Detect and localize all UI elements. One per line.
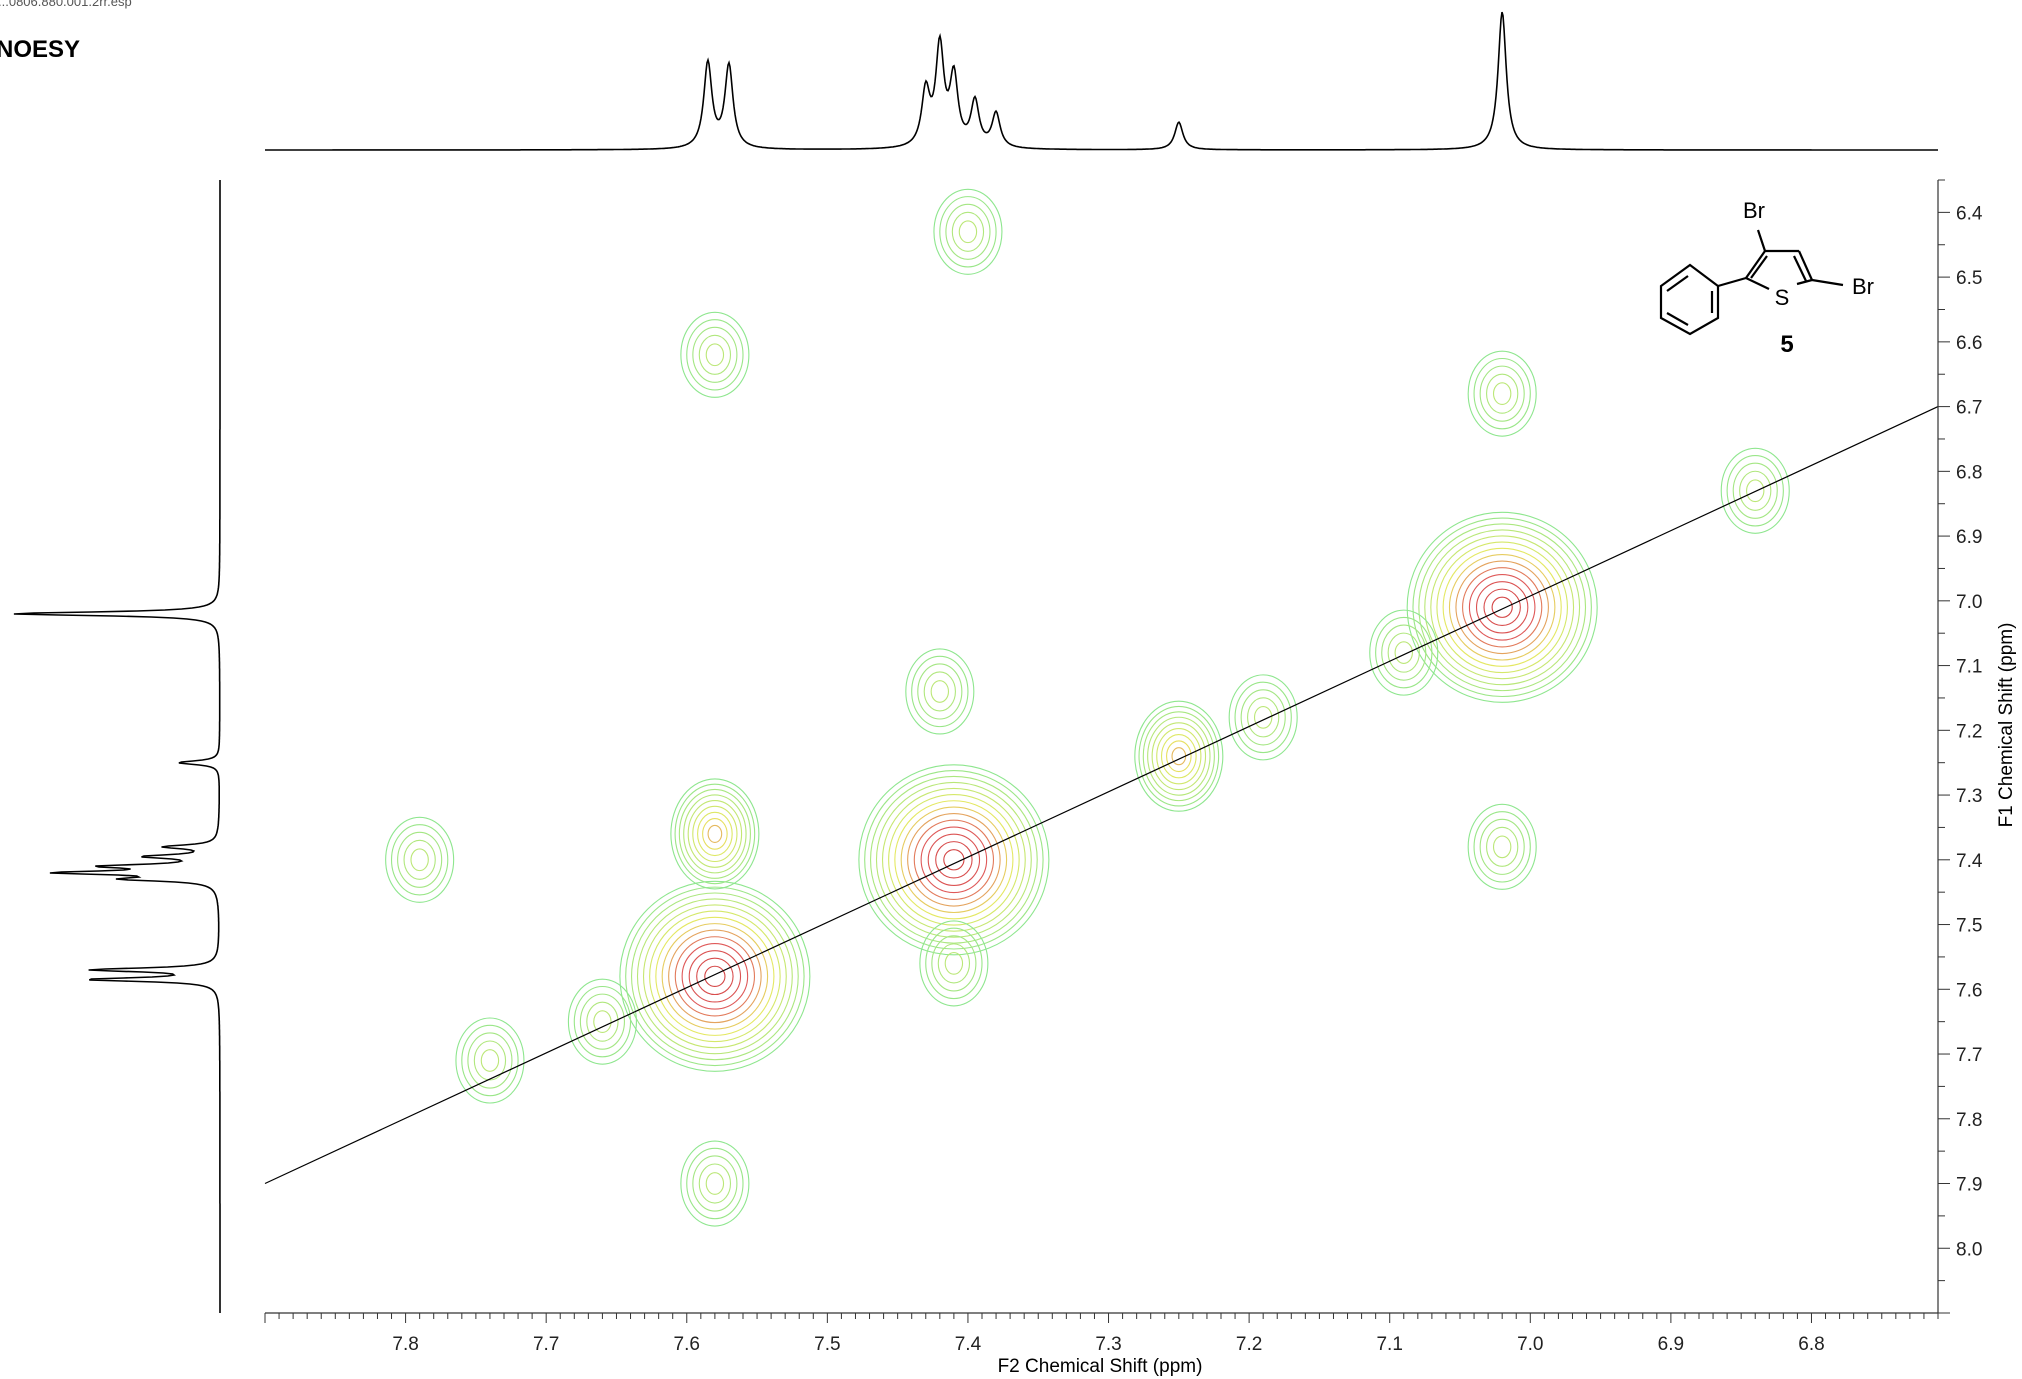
y-tick-label: 7.5 bbox=[1956, 916, 1982, 937]
y-tick-label: 7.9 bbox=[1956, 1175, 1982, 1196]
sulfur-label: S bbox=[1775, 285, 1790, 310]
cross-peak bbox=[1467, 803, 1537, 890]
x-tick-label: 7.7 bbox=[533, 1334, 559, 1355]
cross-peak bbox=[680, 1140, 750, 1227]
x-tick-label: 7.1 bbox=[1376, 1334, 1402, 1355]
x-tick-label: 7.5 bbox=[814, 1334, 840, 1355]
molecule-structure: Br Br S 5 bbox=[1659, 198, 1874, 358]
cross-peak bbox=[385, 816, 455, 903]
x-axis-title: F2 Chemical Shift (ppm) bbox=[998, 1356, 1203, 1377]
f2-projection-spectrum bbox=[265, 11, 1938, 151]
bromine-label-right: Br bbox=[1852, 274, 1874, 299]
x-tick-label: 7.4 bbox=[955, 1334, 982, 1355]
y-tick-label: 7.6 bbox=[1956, 980, 1982, 1001]
x-tick-label: 6.9 bbox=[1658, 1334, 1684, 1355]
x-tick-label: 7.0 bbox=[1517, 1334, 1543, 1355]
cross-peak bbox=[670, 778, 760, 890]
x-tick-label: 7.2 bbox=[1236, 1334, 1262, 1355]
f1-projection-trace bbox=[13, 180, 221, 1313]
x-tick-label: 7.3 bbox=[1095, 1334, 1121, 1355]
x-tick-label: 6.8 bbox=[1798, 1334, 1824, 1355]
y-tick-label: 6.7 bbox=[1956, 398, 1982, 419]
y-tick-label: 7.2 bbox=[1956, 721, 1982, 742]
diagonal-line bbox=[264, 406, 1939, 1185]
cross-peak bbox=[455, 1017, 525, 1104]
x-tick-label: 7.6 bbox=[674, 1334, 700, 1355]
diagonal-peak bbox=[858, 764, 1050, 956]
compound-number: 5 bbox=[1780, 331, 1793, 358]
cross-peak bbox=[567, 978, 637, 1065]
x-axis: 7.8 7.7 7.6 7.5 7.4 7.3 7.2 7.1 7.0 6.9 6.8 bbox=[264, 1312, 1939, 1355]
diagonal-peak bbox=[1134, 700, 1224, 812]
cross-peak bbox=[1228, 674, 1298, 761]
y-tick-label: 6.5 bbox=[1956, 268, 1982, 289]
y-tick-label: 7.3 bbox=[1956, 786, 1982, 807]
y-tick-label: 7.4 bbox=[1956, 851, 1983, 872]
cross-peak bbox=[905, 648, 975, 735]
y-tick-label: 6.8 bbox=[1956, 462, 1982, 483]
cross-peak bbox=[1720, 447, 1790, 534]
cross-peak bbox=[1467, 350, 1537, 437]
y-tick-label: 8.0 bbox=[1956, 1239, 1982, 1260]
cross-peak bbox=[933, 188, 1003, 275]
experiment-title: NOESY bbox=[0, 36, 81, 63]
diagonal-peak bbox=[619, 880, 811, 1072]
cross-peak bbox=[1369, 609, 1439, 696]
x-tick-label: 7.8 bbox=[392, 1334, 418, 1355]
y-tick-label: 7.7 bbox=[1956, 1045, 1982, 1066]
y-tick-label: 6.4 bbox=[1956, 203, 1983, 224]
bromine-label-top: Br bbox=[1743, 198, 1765, 223]
file-name: ...0806.880.001.2rr.esp bbox=[0, 0, 132, 9]
y-axis-title: F1 Chemical Shift (ppm) bbox=[1996, 623, 2017, 828]
y-axis: 6.4 6.5 6.6 6.7 6.8 6.9 7.0 7.1 7.2 7.3 7.4 7.5 7.6 7… bbox=[1937, 179, 1983, 1314]
cross-peak bbox=[680, 311, 750, 398]
y-tick-label: 6.9 bbox=[1956, 527, 1982, 548]
f2-projection-trace bbox=[265, 11, 1938, 151]
diagonal-peak bbox=[1406, 511, 1598, 703]
contour-plot-area bbox=[385, 188, 1790, 1227]
f1-projection-spectrum bbox=[13, 180, 221, 1313]
y-tick-label: 6.6 bbox=[1956, 333, 1982, 354]
y-tick-label: 7.0 bbox=[1956, 592, 1982, 613]
y-tick-label: 7.1 bbox=[1956, 657, 1982, 678]
y-tick-label: 7.8 bbox=[1956, 1110, 1982, 1131]
cross-peak bbox=[919, 920, 989, 1007]
